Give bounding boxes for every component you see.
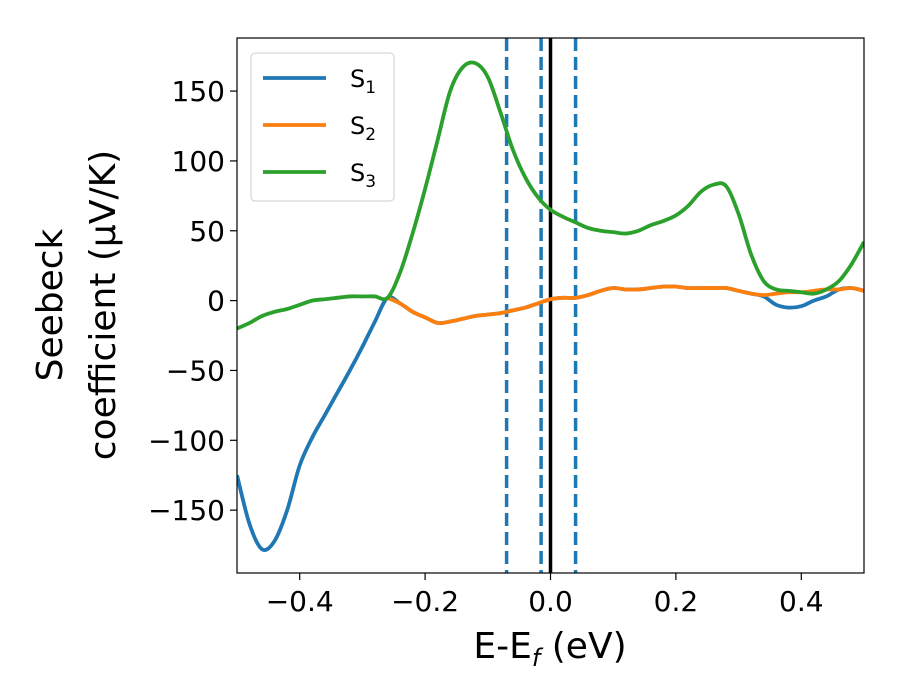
x-axis: −0.4 −0.2 0.0 0.2 0.4 bbox=[266, 573, 824, 618]
legend-label-s2: S2 bbox=[350, 112, 376, 145]
y-tick-label: 50 bbox=[189, 215, 225, 248]
y-axis-label-line1: Seebeck bbox=[30, 228, 71, 381]
series-layer bbox=[237, 60, 864, 552]
reference-lines bbox=[504, 38, 578, 573]
y-tick-label: −100 bbox=[148, 424, 225, 457]
x-tick-label: −0.4 bbox=[266, 585, 334, 618]
legend-label-s3: S3 bbox=[350, 159, 376, 192]
y-axis-label: Seebeck coefficient (μV/K) bbox=[30, 150, 124, 460]
x-tick-label: −0.2 bbox=[391, 585, 459, 618]
x-tick-label: 0.4 bbox=[779, 585, 824, 618]
y-tick-label: 150 bbox=[172, 75, 225, 108]
legend-label-s1: S1 bbox=[350, 65, 376, 98]
x-axis-label: E-Ef (eV) bbox=[473, 626, 626, 672]
y-axis: 150 100 50 0 −50 −100 −150 bbox=[148, 75, 237, 527]
y-tick-label: −50 bbox=[166, 354, 225, 387]
y-tick-label: 0 bbox=[207, 285, 225, 318]
x-axis-label-unit: (eV) bbox=[540, 626, 626, 667]
y-tick-label: 100 bbox=[172, 145, 225, 178]
x-axis-label-base: E-E bbox=[473, 626, 531, 667]
y-tick-label: −150 bbox=[148, 494, 225, 527]
y-axis-label-line2: coefficient (μV/K) bbox=[83, 150, 124, 460]
legend: S1 S2 S3 bbox=[250, 52, 395, 202]
legend-box bbox=[250, 52, 395, 202]
series-line-s3 bbox=[237, 60, 864, 331]
x-tick-label: 0.2 bbox=[654, 585, 699, 618]
x-tick-label: 0.0 bbox=[528, 585, 573, 618]
